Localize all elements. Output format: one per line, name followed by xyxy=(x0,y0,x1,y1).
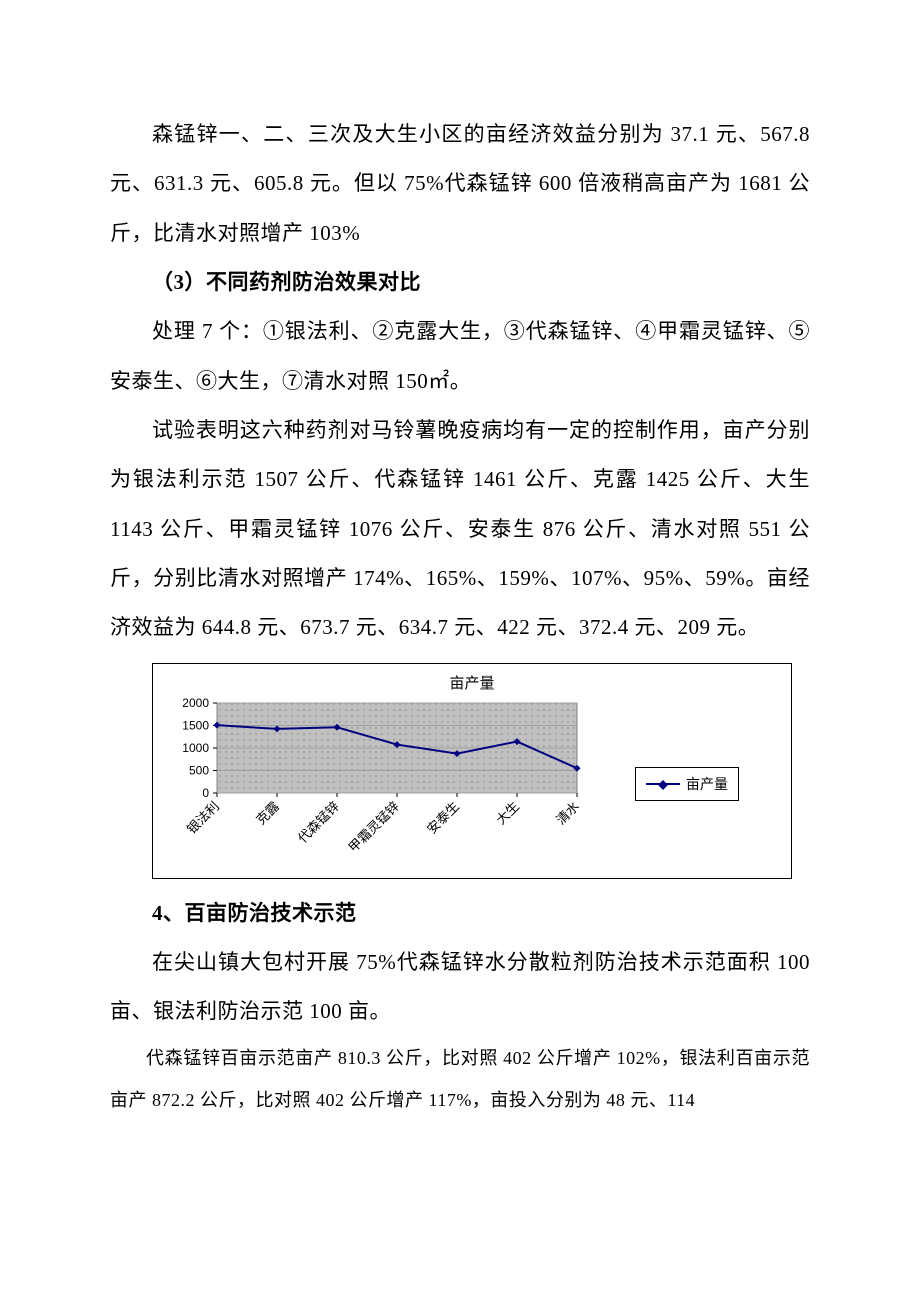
yield-chart: 亩产量 0 500 1000 1500 2000 银法利 克露代森锰锌甲霜灵锰锌安泰生 大生 清… xyxy=(152,663,792,879)
heading-4: 4、百亩防治技术示范 xyxy=(110,889,810,938)
svg-text:安泰生: 安泰生 xyxy=(424,798,462,836)
paragraph-6: 在尖山镇大包村开展 75%代森锰锌水分散粒剂防治技术示范面积 100 亩、银法利… xyxy=(110,938,810,1037)
chart-plot: 0 500 1000 1500 2000 银法利 克露代森锰锌甲霜灵锰锌安泰生 大生 清水 xyxy=(159,697,589,867)
svg-text:克露: 克露 xyxy=(253,798,282,827)
document-page: 森锰锌一、二、三次及大生小区的亩经济效益分别为 37.1 元、567.8 元、6… xyxy=(0,0,920,1181)
svg-text:甲霜灵锰锌: 甲霜灵锰锌 xyxy=(346,798,403,855)
svg-text:0: 0 xyxy=(202,786,209,800)
svg-text:500: 500 xyxy=(189,763,209,777)
paragraph-3: 处理 7 个：①银法利、②克露大生，③代森锰锌、④甲霜灵锰锌、⑤安泰生、⑥大生，… xyxy=(110,307,810,406)
legend-marker-icon xyxy=(646,783,680,785)
svg-text:大生: 大生 xyxy=(493,798,522,827)
svg-text:银法利: 银法利 xyxy=(184,798,222,836)
svg-text:清水: 清水 xyxy=(553,798,582,827)
chart-title: 亩产量 xyxy=(159,672,785,693)
legend-label: 亩产量 xyxy=(686,774,728,794)
heading-3: （3）不同药剂防治效果对比 xyxy=(110,258,810,307)
paragraph-1: 森锰锌一、二、三次及大生小区的亩经济效益分别为 37.1 元、567.8 元、6… xyxy=(110,110,810,258)
svg-text:代森锰锌: 代森锰锌 xyxy=(295,798,342,845)
paragraph-4: 试验表明这六种药剂对马铃薯晚疫病均有一定的控制作用，亩产分别为银法利示范 150… xyxy=(110,406,810,653)
svg-text:2000: 2000 xyxy=(182,697,209,710)
chart-legend: 亩产量 xyxy=(635,767,739,801)
paragraph-7: 代森锰锌百亩示范亩产 810.3 公斤，比对照 402 公斤增产 102%，银法… xyxy=(110,1037,810,1122)
svg-text:1000: 1000 xyxy=(182,741,209,755)
svg-text:1500: 1500 xyxy=(182,718,209,732)
